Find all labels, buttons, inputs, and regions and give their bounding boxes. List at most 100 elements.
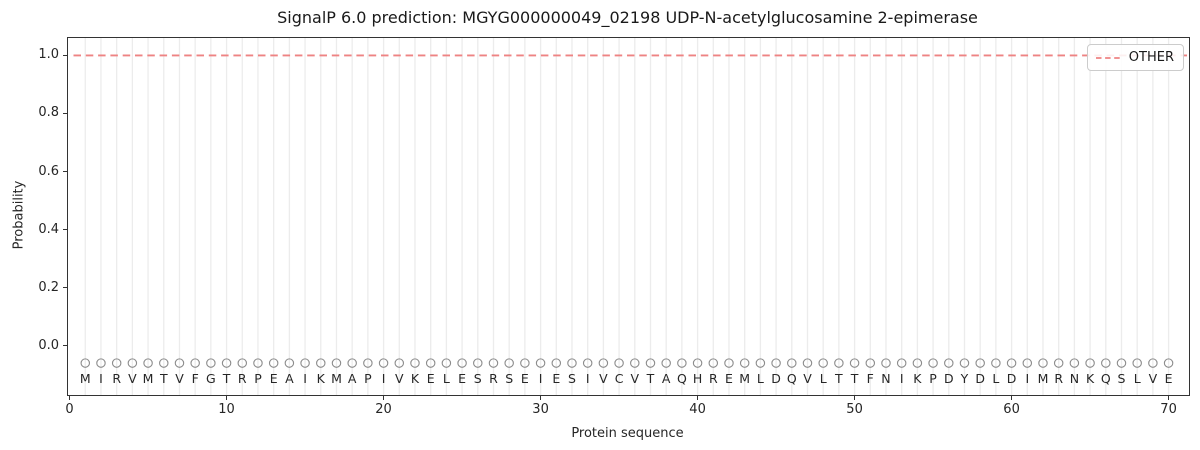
residue-letter: M	[1037, 371, 1049, 387]
residue-letter: V	[128, 371, 137, 387]
residue-letter: S	[505, 371, 514, 387]
residue-letter: P	[364, 371, 372, 387]
residue-marker	[645, 358, 656, 368]
residue-marker	[677, 358, 687, 368]
residue-marker	[787, 358, 797, 368]
x-tick-label: 10	[218, 402, 235, 417]
residue-marker	[991, 358, 1001, 368]
residue-marker	[771, 358, 781, 368]
x-tick-mark	[382, 396, 385, 400]
x-tick-mark	[539, 396, 542, 400]
residue-marker	[928, 358, 938, 368]
residue-marker	[661, 358, 671, 368]
residue-marker	[551, 358, 562, 368]
residue-marker	[425, 358, 436, 368]
residue-marker	[802, 358, 813, 368]
x-axis-label: Protein sequence	[571, 426, 684, 441]
residue-letter: R	[237, 371, 247, 387]
residue-marker	[80, 358, 91, 368]
residue-letter: E	[520, 371, 529, 387]
chart-title: SignalP 6.0 prediction: MGYG000000049_02…	[277, 8, 978, 27]
x-tick-mark	[853, 396, 856, 400]
residue-marker	[582, 358, 593, 368]
residue-letter: L	[819, 371, 827, 387]
y-tick-mark	[63, 170, 67, 173]
residue-letter: R	[489, 371, 498, 387]
residue-letter: G	[206, 371, 216, 387]
residue-marker	[1022, 358, 1033, 368]
residue-letter: Q	[676, 371, 687, 387]
residue-marker	[630, 358, 640, 368]
residue-marker	[1116, 358, 1127, 368]
residue-marker	[410, 358, 420, 368]
residue-marker	[1163, 358, 1174, 368]
residue-letter: D	[1006, 371, 1017, 387]
residue-letter: V	[599, 371, 608, 387]
residue-marker	[708, 358, 719, 368]
residue-letter: D	[771, 371, 781, 387]
y-tick-mark	[63, 112, 67, 115]
y-tick-mark	[63, 54, 67, 56]
residue-marker	[896, 358, 907, 368]
residue-letter: E	[725, 371, 733, 387]
residue-letter: D	[975, 371, 985, 387]
y-tick-label: 0.6	[38, 163, 59, 179]
residue-letter: S	[1117, 371, 1126, 387]
residue-letter: I	[585, 371, 590, 387]
residue-marker	[1006, 358, 1017, 368]
residue-marker	[363, 358, 373, 368]
x-tick-label: 70	[1160, 402, 1177, 417]
residue-marker	[849, 358, 860, 368]
y-tick-label: 0.2	[38, 279, 59, 295]
x-tick-mark	[1010, 396, 1013, 400]
residue-letter: S	[473, 371, 482, 387]
residue-letter: F	[191, 371, 199, 387]
residue-letter: F	[866, 371, 874, 387]
residue-letter: T	[646, 371, 655, 387]
residue-letter: E	[1164, 371, 1173, 387]
residue-marker	[755, 358, 766, 368]
x-tick-label: 20	[375, 402, 392, 417]
residue-marker	[567, 358, 577, 368]
residue-letter: I	[381, 371, 386, 387]
residue-letter: N	[1069, 371, 1080, 387]
residue-marker	[268, 358, 279, 368]
residue-marker	[378, 358, 389, 368]
residue-letter: Y	[960, 371, 969, 387]
residue-marker	[159, 358, 169, 368]
x-tick-label: 0	[65, 402, 74, 417]
residue-letter: P	[254, 371, 262, 387]
residue-letter: R	[708, 371, 718, 387]
residue-marker	[174, 358, 185, 368]
y-tick-mark	[63, 287, 67, 289]
residue-letter: A	[347, 371, 357, 387]
residue-letter: R	[1054, 371, 1064, 387]
y-tick-label: 1.0	[38, 47, 59, 63]
legend-label: OTHER	[1128, 50, 1174, 65]
residue-marker	[253, 358, 263, 368]
residue-letter: T	[159, 371, 168, 387]
residue-letter: H	[692, 371, 703, 387]
plot-canvas	[73, 38, 1187, 395]
residue-marker	[1069, 358, 1080, 368]
residue-letter: V	[1148, 371, 1158, 387]
residue-marker	[284, 358, 295, 368]
residue-marker	[488, 358, 499, 368]
residue-letter: K	[913, 371, 922, 387]
residue-letter: K	[410, 371, 420, 387]
residue-letter: T	[850, 371, 859, 387]
residue-marker	[331, 358, 342, 368]
residue-letter: L	[756, 371, 764, 387]
x-tick-label: 30	[532, 402, 549, 417]
residue-marker	[1038, 358, 1048, 368]
residue-marker	[347, 358, 357, 368]
residue-marker	[834, 358, 844, 368]
y-tick-mark	[63, 345, 67, 347]
residue-letter: L	[1133, 371, 1141, 387]
residue-marker	[912, 358, 923, 368]
residue-marker	[614, 358, 624, 368]
x-tick-label: 60	[1003, 402, 1020, 417]
residue-marker	[394, 358, 405, 368]
residue-letter: E	[426, 371, 435, 387]
